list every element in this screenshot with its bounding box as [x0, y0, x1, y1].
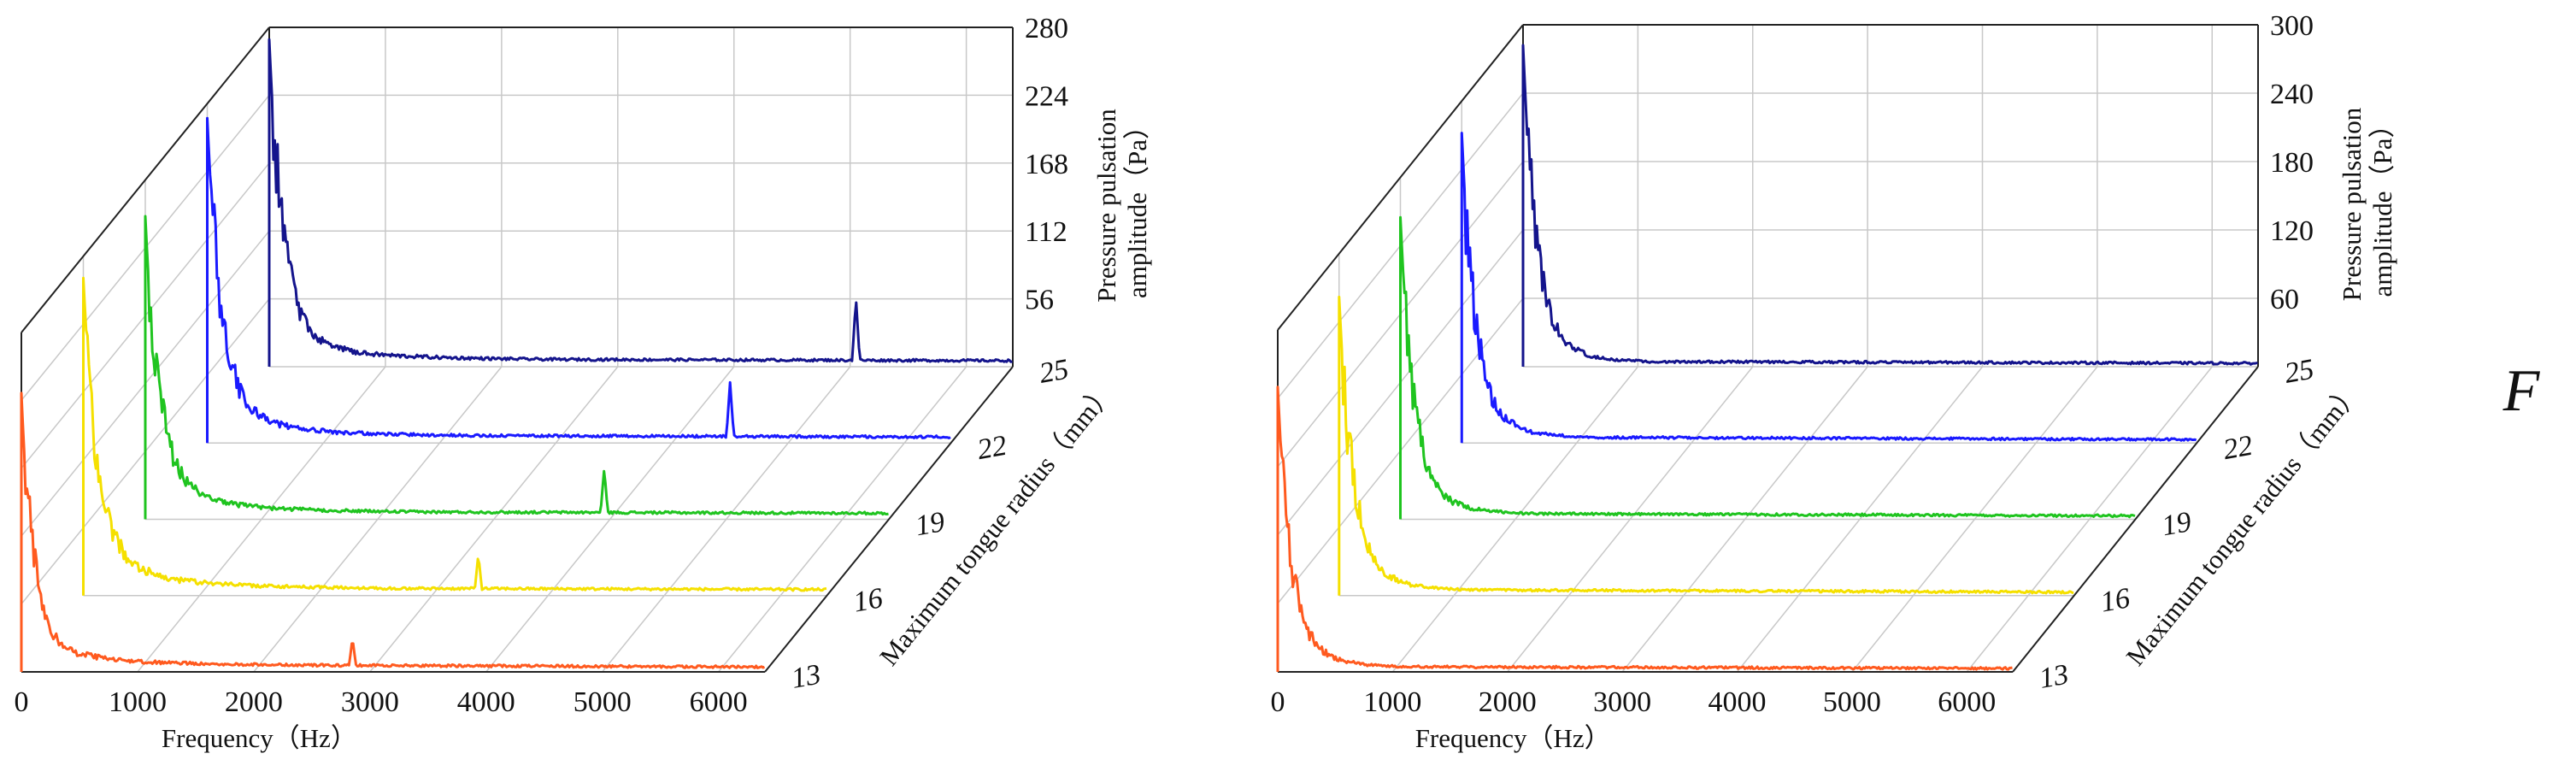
x-tick-label: 5000 — [573, 686, 632, 718]
right-waterfall-chart: 0 1000 2000 3000 4000 5000 6000 60 120 180 240 300 1… — [1271, 10, 2398, 753]
grid-lines — [1277, 24, 2258, 673]
grid-lines — [21, 26, 1013, 673]
x-tick-label: 0 — [1271, 686, 1285, 718]
x-tick-label: 6000 — [690, 686, 748, 718]
series-line-25 — [20, 392, 766, 672]
y-tick-label: 16 — [2098, 582, 2132, 618]
x-tick-label: 1000 — [1363, 686, 1421, 718]
series-line-19 — [144, 215, 889, 520]
y-tick-label: 25 — [1037, 353, 1071, 389]
series-line-25 — [1276, 386, 2013, 672]
x-axis-label: Frequency（Hz） — [162, 723, 357, 753]
y-tick-label: 13 — [2037, 658, 2071, 694]
z-tick-label: 180 — [2270, 147, 2314, 179]
x-tick-label: 4000 — [1709, 686, 1767, 718]
x-tick-label: 5000 — [1823, 686, 1881, 718]
x-tick-label: 4000 — [457, 686, 515, 718]
series-line-22 — [1338, 295, 2074, 596]
y-tick-label: 22 — [2220, 430, 2255, 466]
x-tick-label: 2000 — [225, 686, 283, 718]
y-tick-label: 25 — [2282, 353, 2316, 389]
x-tick-label: 2000 — [1479, 686, 1537, 718]
z-tick-label: 120 — [2270, 215, 2314, 247]
x-tick-label: 1000 — [109, 686, 167, 718]
y-tick-label: 16 — [851, 582, 885, 618]
series-line-13 — [1521, 44, 2258, 367]
y-tick-label: 22 — [975, 430, 1009, 466]
x-tick-label: 3000 — [1593, 686, 1651, 718]
z-tick-label: 224 — [1025, 80, 1068, 112]
z-axis-label-line2: amplitude（Pa） — [1122, 113, 1152, 298]
figure-letter: F — [2502, 358, 2541, 424]
z-tick-label: 60 — [2270, 284, 2299, 315]
series-line-16 — [206, 116, 951, 444]
series-line-22 — [82, 276, 827, 596]
y-axis-label: Maximum tongue radius（mm） — [873, 377, 1120, 672]
y-tick-label: 19 — [913, 506, 947, 542]
x-axis-label: Frequency（Hz） — [1415, 723, 1611, 753]
z-tick-label: 300 — [2270, 10, 2314, 42]
x-tick-label: 0 — [15, 686, 29, 718]
axes-frame — [1277, 24, 2259, 673]
x-tick-label: 3000 — [341, 686, 399, 718]
series-line-13 — [268, 38, 1013, 367]
z-tick-label: 168 — [1025, 149, 1068, 180]
y-tick-label: 13 — [789, 658, 823, 694]
z-axis-label-line1: Pressure pulsation — [2337, 107, 2367, 301]
left-waterfall-chart: 0 1000 2000 3000 4000 5000 6000 56 112 168 224 280 1… — [15, 13, 1153, 753]
axes-frame — [21, 26, 1014, 673]
x-tick-label: 6000 — [1938, 686, 1996, 718]
z-axis-label-line1: Pressure pulsation — [1091, 109, 1121, 303]
z-axis-label-line2: amplitude（Pa） — [2367, 112, 2397, 297]
y-axis-label: Maximum tongue radius（mm） — [2120, 377, 2366, 672]
series-line-16 — [1460, 132, 2197, 444]
y-tick-label: 19 — [2160, 506, 2194, 542]
z-tick-label: 240 — [2270, 79, 2314, 110]
series-line-19 — [1399, 215, 2136, 520]
z-tick-label: 56 — [1025, 285, 1054, 316]
z-tick-label: 112 — [1025, 216, 1067, 248]
z-tick-label: 280 — [1025, 13, 1068, 44]
